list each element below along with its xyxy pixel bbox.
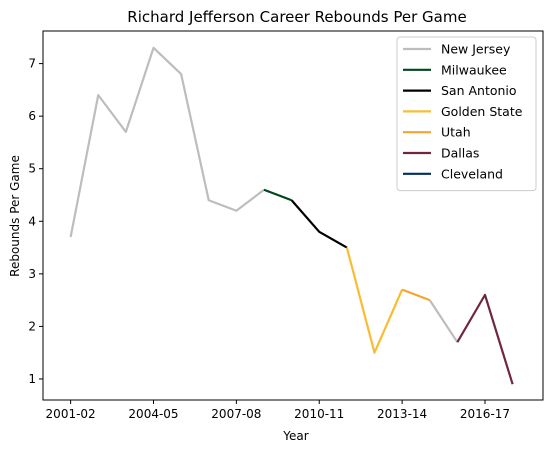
y-tick-label: 2	[28, 319, 36, 333]
legend-label: Dallas	[441, 146, 479, 161]
legend-label: Cleveland	[441, 166, 503, 181]
series-line-milwaukee	[263, 188, 293, 202]
series-line-utah	[401, 288, 431, 302]
x-tick-label: 2004-05	[128, 407, 178, 421]
series-line-new-jersey	[69, 46, 265, 238]
legend-label: San Antonio	[441, 83, 517, 98]
x-axis: 2001-02 2004-05 2007-08 2010-11 2013-14 2016-…	[46, 400, 510, 421]
series-line-golden-state	[345, 247, 404, 354]
chart-title: Richard Jefferson Career Rebounds Per Ga…	[127, 8, 466, 26]
x-tick-label: 2013-14	[377, 407, 427, 421]
y-axis: 1 2 3 4 5 6 7	[28, 57, 43, 386]
y-tick-label: 1	[28, 372, 36, 386]
x-tick-label: 2010-11	[294, 407, 344, 421]
legend-box	[396, 36, 537, 192]
y-axis-label: Rebounds Per Game	[8, 155, 22, 277]
y-tick-label: 7	[28, 57, 36, 71]
legend-label: Golden State	[441, 104, 523, 119]
plot-area-frame	[42, 30, 544, 401]
y-tick-label: 5	[28, 162, 36, 176]
legend: New Jersey Milwaukee San Antonio Golden Sta…	[396, 36, 537, 192]
y-tick-label: 4	[28, 214, 36, 228]
y-tick-label: 6	[28, 109, 36, 123]
x-tick-label: 2016-17	[460, 407, 510, 421]
legend-label: Milwaukee	[441, 62, 507, 77]
x-tick-label: 2001-02	[46, 407, 96, 421]
legend-label: Utah	[441, 125, 471, 140]
legend-label: New Jersey	[441, 42, 511, 57]
x-tick-label: 2007-08	[211, 407, 261, 421]
y-tick-label: 3	[28, 267, 36, 281]
series-line-san-antonio	[290, 199, 348, 249]
series-line-dallas	[456, 293, 514, 385]
series-line-dallas	[428, 299, 459, 343]
series-lines	[69, 46, 514, 385]
x-axis-label: Year	[282, 429, 308, 443]
